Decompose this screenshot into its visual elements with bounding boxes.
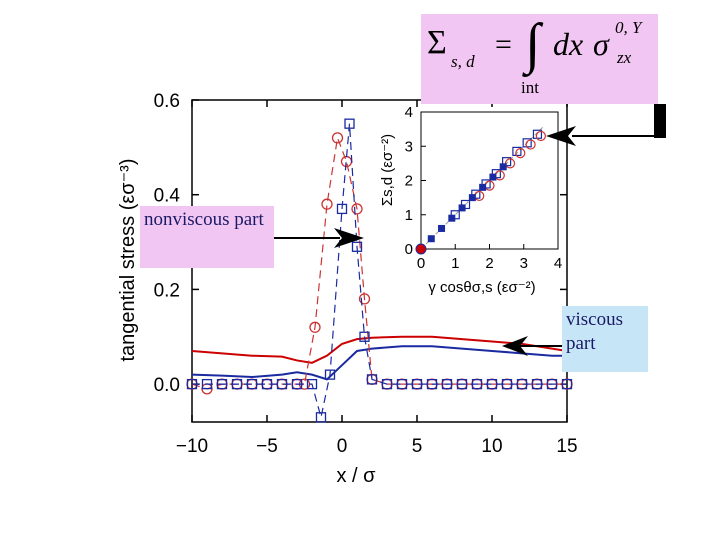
inset-point-square-filled: [499, 163, 507, 171]
inset-point-square-filled: [489, 173, 497, 181]
data-point-square: [426, 378, 438, 390]
inset-y-label: Σs,d (εσ⁻²): [379, 134, 396, 206]
data-point-circle: [358, 293, 371, 305]
y-tick-label: 0.4: [154, 186, 181, 207]
data-point-circle: [321, 198, 333, 210]
formula-dx: dx: [553, 26, 584, 62]
x-tick-label: 0: [337, 436, 348, 457]
x-tick-label: −10: [176, 436, 208, 457]
formula-subscript-zx: zx: [617, 48, 632, 67]
data-point-square: [366, 374, 378, 385]
x-tick-label: −5: [256, 436, 278, 457]
data-point-square: [516, 378, 528, 390]
formula-int-label: int: [521, 78, 539, 97]
main-ticks: −10 −5 0 5 10 150.00.20.40.6: [154, 91, 578, 457]
formula-superscript: 0, Y: [615, 18, 642, 37]
arrow-viscous: [502, 336, 562, 356]
arrow-formula: [546, 104, 666, 146]
inset-y-tick-label: 0: [405, 241, 413, 258]
inset-series: [415, 129, 546, 255]
viscous-annotation: viscous part: [562, 306, 648, 372]
data-point-square: [336, 203, 348, 215]
data-point-square: [411, 378, 423, 390]
x-tick-label: 10: [481, 436, 502, 457]
y-tick-label: 0.0: [154, 375, 180, 396]
data-point-circle: [351, 203, 363, 215]
data-point-square: [291, 378, 303, 390]
formula-integral: ∫: [525, 13, 541, 75]
inset-x-label: γ cosθσ,s (εσ⁻²): [428, 279, 535, 296]
inset-x-tick-label: 1: [451, 255, 459, 272]
data-point-square: [486, 378, 498, 390]
x-tick-label: 5: [412, 436, 423, 457]
data-point-circle: [331, 132, 344, 144]
inset-point-square-filled: [458, 204, 466, 212]
inset-point-square-filled: [448, 214, 456, 222]
data-point-square: [306, 378, 318, 390]
data-point-square: [456, 378, 468, 390]
inset-x-tick-label: 3: [520, 255, 528, 272]
formula-subscript: s, d: [451, 52, 475, 71]
formula-sigma: Σ: [427, 24, 447, 61]
data-point-square: [396, 378, 408, 390]
formula-equals: =: [495, 28, 512, 61]
data-point-square: [216, 378, 228, 390]
inset-y-tick-label: 2: [405, 173, 413, 190]
data-point-square: [381, 378, 393, 390]
series-line-0: [191, 335, 568, 364]
inset-point-square-filled: [468, 194, 476, 202]
data-point-square: [359, 331, 370, 342]
data-point-square: [501, 378, 513, 390]
inset-y-tick-label: 4: [405, 104, 413, 121]
inset-y-tick-label: 3: [405, 138, 413, 155]
nonviscous-annotation: nonviscous part: [140, 206, 274, 268]
arrow-nonviscous: [274, 228, 364, 248]
data-point-circle: [309, 321, 321, 333]
data-point-square: [531, 378, 543, 390]
data-point-square: [246, 378, 258, 390]
data-point-square: [351, 241, 363, 252]
inset-x-tick-label: 4: [554, 255, 562, 272]
inset-point-circle-filled: [415, 243, 427, 255]
y-axis-label: tangential stress (εσ⁻³): [117, 159, 139, 362]
formula-sigma-lower: σ: [593, 26, 609, 62]
inset-point-square-filled: [438, 224, 446, 232]
series-line-1: [191, 345, 567, 381]
data-point-square: [561, 378, 573, 390]
data-point-square: [231, 378, 243, 390]
inset-point-circle-open: [515, 148, 526, 159]
data-point-square: [276, 378, 288, 390]
inset-point-square-filled: [479, 183, 487, 191]
inset-point-square-filled: [427, 235, 435, 243]
inset-y-tick-label: 1: [405, 207, 413, 224]
data-point-square: [344, 118, 355, 129]
inset-point-circle-open: [535, 130, 546, 142]
data-point-square: [324, 369, 336, 380]
data-point-circle: [340, 155, 353, 168]
x-tick-label: 15: [556, 436, 577, 457]
y-tick-label: 0.6: [154, 91, 180, 112]
data-point-square: [201, 378, 213, 390]
data-point-square: [471, 378, 483, 390]
main-series: [186, 118, 573, 423]
x-axis-label: x / σ: [336, 465, 376, 487]
formula-box: Σ s, d = ∫ dx σ 0, Y zx int: [421, 13, 658, 104]
inset-x-tick-label: 2: [485, 255, 493, 272]
data-point-square: [315, 412, 327, 423]
inset-point-circle-open: [525, 139, 536, 150]
y-tick-label: 0.2: [154, 280, 180, 301]
data-point-square: [261, 378, 273, 390]
data-point-square: [546, 378, 558, 390]
inset-x-tick-label: 0: [417, 255, 425, 272]
data-point-square: [441, 378, 453, 390]
data-point-square: [186, 378, 198, 390]
